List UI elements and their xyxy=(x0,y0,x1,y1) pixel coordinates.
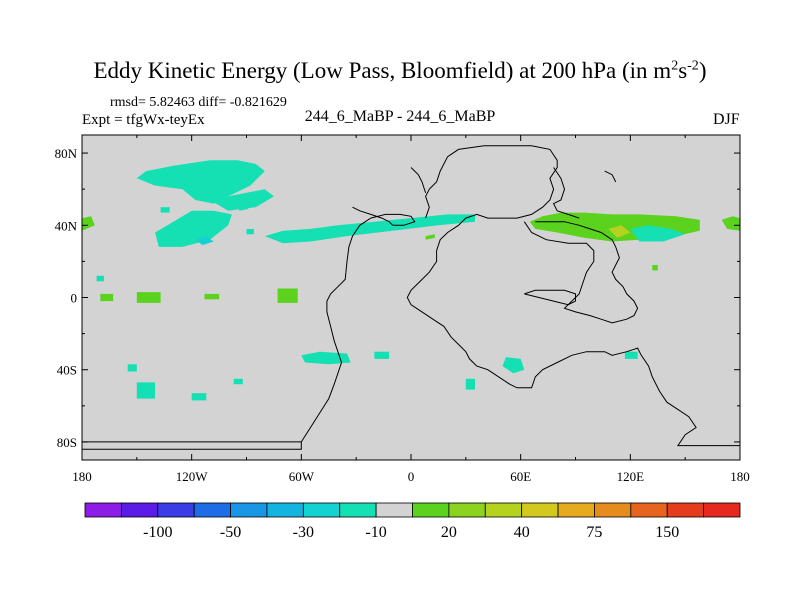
energy-regions xyxy=(82,160,740,401)
pacific-40n-core xyxy=(195,236,214,246)
colorbar-box xyxy=(230,502,268,518)
colorbar-box xyxy=(521,502,559,518)
continent-outline-greenland xyxy=(552,167,580,219)
colorbar-label: -100 xyxy=(143,524,172,541)
colorbar-box xyxy=(375,502,413,518)
asia-jet-teal xyxy=(630,225,686,242)
colorbar-box xyxy=(302,502,341,518)
40s-teal-8 xyxy=(624,351,638,359)
40s-teal-1 xyxy=(127,364,137,372)
colorbar-box xyxy=(266,502,304,518)
40s-teal-9 xyxy=(233,378,243,385)
colorbar: -100 -50 -30 -10 20 40 75 150 xyxy=(84,502,741,541)
atlantic-jet xyxy=(264,214,475,244)
x-tick-label: 60E xyxy=(510,469,531,484)
dateline-40n-green xyxy=(82,216,95,231)
x-tick-label: 0 xyxy=(408,469,415,484)
colorbar-box xyxy=(193,502,231,518)
asia-jet-core xyxy=(608,225,631,238)
colorbar-box xyxy=(84,502,122,518)
y-tick-label: 80N xyxy=(55,146,78,161)
chart-title: Eddy Kinetic Energy (Low Pass, Bloomfiel… xyxy=(93,58,707,83)
y-tick-label: 40N xyxy=(55,218,78,233)
colorbar-box xyxy=(484,502,523,518)
colorbar-label: 40 xyxy=(514,524,530,541)
colorbar-box xyxy=(630,502,668,518)
speck-5 xyxy=(652,265,658,271)
colorbar-box xyxy=(120,502,159,518)
colorbar-label: -10 xyxy=(365,524,386,541)
axis-ticks: 180 120W 60W 0 60E 120E 180 80N 40N 0 40S 80S xyxy=(55,135,750,484)
colorbar-label: -50 xyxy=(220,524,241,541)
eq-green-3 xyxy=(204,293,220,300)
continent-outline-eurasia xyxy=(406,145,740,447)
40s-teal-3 xyxy=(191,393,207,401)
north-pacific-tail xyxy=(209,189,274,211)
speck-2 xyxy=(237,201,249,211)
pacific-40n-blob xyxy=(155,210,232,247)
continent-outline-india xyxy=(524,289,576,306)
continent-outline-tip xyxy=(410,167,427,193)
x-tick-label: 60W xyxy=(289,469,315,484)
40s-teal-4 xyxy=(301,351,351,365)
colorbar-box xyxy=(557,502,595,518)
40s-teal-7 xyxy=(465,378,475,390)
colorbar-label: 75 xyxy=(586,524,602,541)
colorbar-box xyxy=(339,502,377,518)
y-tick-label: 80S xyxy=(57,435,77,450)
x-tick-label: 180 xyxy=(730,469,750,484)
north-pacific-arc xyxy=(136,160,265,204)
stats-label: rmsd= 5.82463 diff= -0.821629 xyxy=(110,95,287,110)
x-tick-label: 180 xyxy=(72,469,92,484)
y-tick-label: 40S xyxy=(57,363,77,378)
40s-teal-2 xyxy=(136,382,156,399)
experiment-label: Expt = tfgWx-teyEx xyxy=(82,112,205,128)
speck-6 xyxy=(96,275,104,282)
40s-teal-5 xyxy=(374,351,390,359)
eq-green-1 xyxy=(100,293,114,302)
colorbar-box xyxy=(703,502,741,518)
speck-4 xyxy=(425,234,435,240)
x-tick-label: 120E xyxy=(617,469,645,484)
east-180-green xyxy=(721,216,740,231)
colorbar-box xyxy=(157,502,195,518)
continent-outlines xyxy=(81,145,740,450)
continent-outline-ne xyxy=(604,170,617,183)
colorbar-box xyxy=(594,502,632,518)
colorbar-label: 20 xyxy=(441,524,457,541)
colorbar-box xyxy=(666,502,705,518)
speck-1 xyxy=(160,207,170,213)
colorbar-label: 150 xyxy=(655,524,679,541)
y-tick-label: 0 xyxy=(71,291,78,306)
eq-green-4 xyxy=(277,288,298,303)
speck-3 xyxy=(246,228,254,235)
40s-teal-6 xyxy=(502,357,525,374)
center-label: 244_6_MaBP - 244_6_MaBP xyxy=(304,108,496,125)
colorbar-box xyxy=(448,502,486,518)
continent-outline-asia-east xyxy=(523,221,639,324)
season-label: DJF xyxy=(713,111,740,128)
colorbar-box xyxy=(412,502,450,518)
x-tick-label: 120W xyxy=(176,469,209,484)
colorbar-label: -30 xyxy=(293,524,314,541)
continent-outline-americas xyxy=(81,206,416,450)
eq-green-2 xyxy=(136,292,161,303)
